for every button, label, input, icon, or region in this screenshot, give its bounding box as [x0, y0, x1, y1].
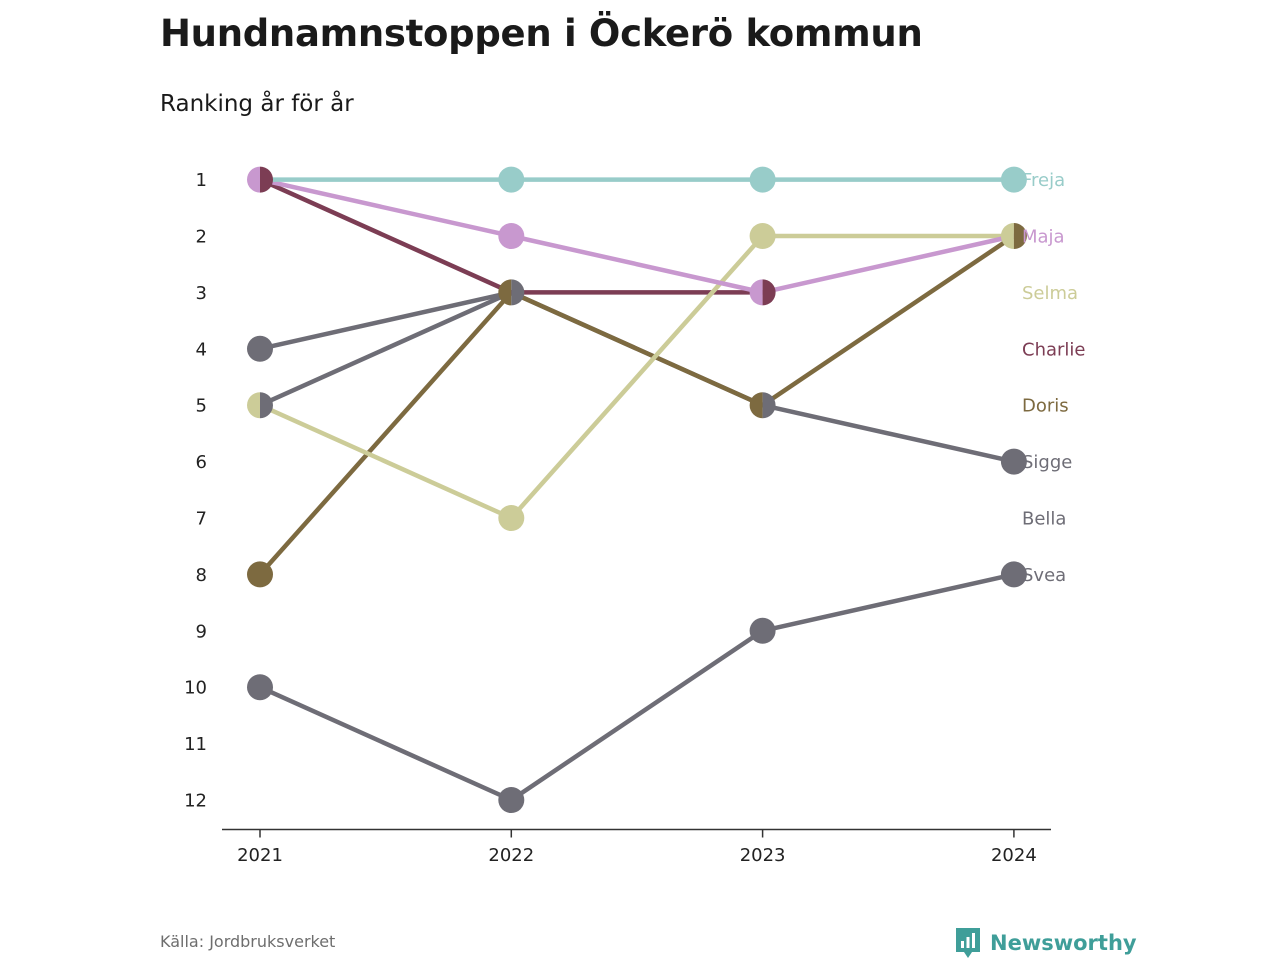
series-label-sigge: Sigge	[1022, 452, 1072, 473]
data-point-half	[1000, 223, 1014, 249]
data-point-half	[498, 279, 512, 306]
data-point	[498, 505, 525, 531]
series-label-maja: Maja	[1022, 227, 1065, 248]
series-line-maja	[257, 177, 1017, 295]
data-point-half	[1013, 223, 1027, 249]
series-label-selma: Selma	[1022, 283, 1078, 304]
chart-subtitle: Ranking år för år	[160, 91, 354, 117]
chart-title: Hundnamnstoppen i Öckerö kommun	[160, 12, 923, 55]
brand-logo: Newsworthy	[954, 926, 1137, 960]
y-tick-label: 9	[196, 621, 207, 642]
data-point-half	[749, 279, 763, 306]
data-point	[1000, 448, 1027, 475]
x-tick-label: 2021	[237, 845, 283, 866]
y-tick-label: 5	[196, 396, 207, 417]
data-point	[247, 561, 273, 588]
data-point-half	[247, 392, 260, 419]
series-label-charlie: Charlie	[1022, 339, 1085, 360]
data-point	[498, 787, 525, 813]
bump-chart: 2021 2022 2023 2024123456789101112FrejaMaja…	[184, 166, 1085, 866]
data-point-half	[762, 392, 776, 419]
data-point-half	[247, 166, 260, 193]
y-tick-label: 11	[184, 734, 207, 755]
series-label-doris: Doris	[1022, 396, 1069, 417]
y-tick-label: 4	[196, 339, 207, 360]
series-line-selma	[257, 233, 1017, 521]
series-label-svea: Svea	[1022, 565, 1066, 586]
series-label-bella: Bella	[1022, 509, 1066, 530]
data-point	[749, 223, 776, 249]
y-tick-label: 8	[196, 565, 207, 586]
x-tick-label: 2024	[991, 845, 1037, 866]
source-note: Källa: Jordbruksverket	[160, 932, 336, 951]
data-point	[247, 674, 273, 701]
data-point-half	[260, 392, 273, 419]
series-line-bella	[257, 290, 514, 352]
data-point	[498, 223, 525, 249]
x-tick-label: 2023	[740, 845, 786, 866]
series-line-doris	[257, 233, 1017, 577]
data-point	[247, 335, 273, 362]
data-point	[1000, 166, 1027, 193]
data-point	[749, 166, 776, 193]
y-tick-label: 1	[196, 170, 207, 191]
y-tick-label: 2	[196, 227, 207, 248]
y-tick-label: 12	[184, 791, 207, 812]
data-point	[749, 617, 776, 644]
y-tick-label: 7	[196, 509, 207, 530]
bar-chart-speech-bubble-icon	[956, 928, 980, 958]
data-point-half	[749, 392, 763, 419]
y-tick-label: 10	[184, 678, 207, 699]
data-point	[1000, 561, 1027, 588]
x-tick-label: 2022	[488, 845, 534, 866]
data-point-half	[762, 279, 776, 306]
data-point-half	[511, 279, 525, 306]
series-label-freja: Freja	[1022, 170, 1065, 191]
series-line-svea	[257, 572, 1017, 803]
data-point	[498, 166, 525, 193]
y-tick-label: 3	[196, 283, 207, 304]
data-point-half	[260, 166, 273, 193]
brand-name: Newsworthy	[990, 931, 1137, 955]
y-tick-label: 6	[196, 452, 207, 473]
